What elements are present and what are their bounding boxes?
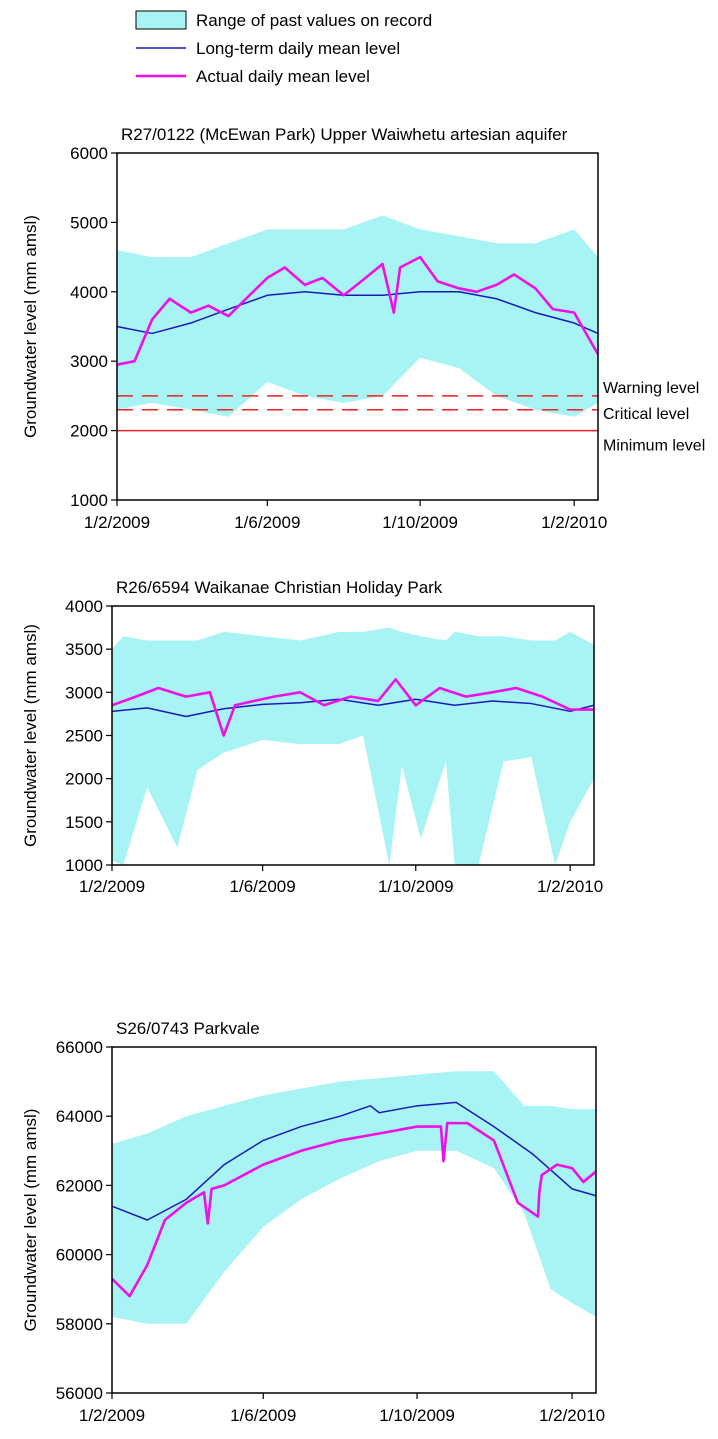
y-tick-label: 66000 <box>56 1038 103 1057</box>
chart-waikanae: R26/6594 Waikanae Christian Holiday Park… <box>21 578 603 896</box>
x-tick-label: 1/2/2010 <box>539 1406 605 1425</box>
x-tick-label: 1/6/2009 <box>230 877 296 896</box>
x-tick-label: 1/10/2009 <box>378 877 454 896</box>
y-tick-label: 6000 <box>70 144 108 163</box>
legend-label: Actual daily mean level <box>196 67 370 86</box>
x-tick-label: 1/2/2010 <box>537 877 603 896</box>
range-band <box>117 215 598 417</box>
legend-label: Range of past values on record <box>196 11 432 30</box>
y-tick-label: 5000 <box>70 213 108 232</box>
y-axis-label: Groundwater level (mm amsl) <box>21 215 40 438</box>
legend-label: Long-term daily mean level <box>196 39 400 58</box>
reference-line-label: Critical level <box>603 406 689 423</box>
legend-swatch-range <box>135 10 187 30</box>
x-tick-label: 1/2/2009 <box>84 513 150 532</box>
x-tick-label: 1/2/2009 <box>79 1406 145 1425</box>
y-tick-label: 60000 <box>56 1246 103 1265</box>
y-tick-label: 2500 <box>65 727 103 746</box>
y-tick-label: 3000 <box>65 683 103 702</box>
series-long-term-mean <box>111 1101 597 1221</box>
y-tick-label: 3000 <box>70 352 108 371</box>
range-band <box>112 627 594 865</box>
reference-line-label: Warning level <box>603 380 699 397</box>
chart-parkvale: S26/0743 Parkvale Groundwater level (mm a… <box>21 1019 605 1425</box>
y-tick-label: 3500 <box>65 640 103 659</box>
y-tick-label: 1000 <box>65 856 103 875</box>
series-long-term-mean <box>111 698 595 718</box>
y-axis-label: Groundwater level (mm amsl) <box>21 1109 40 1332</box>
x-tick-label: 1/10/2009 <box>382 513 458 532</box>
x-tick-label: 1/2/2009 <box>79 877 145 896</box>
series-long-term-mean <box>116 291 599 335</box>
series-actual-mean <box>111 678 594 737</box>
y-tick-label: 62000 <box>56 1176 103 1195</box>
legend: Range of past values on record Long-term … <box>135 10 432 86</box>
y-tick-label: 64000 <box>56 1107 103 1126</box>
y-tick-label: 1500 <box>65 813 103 832</box>
y-tick-label: 1000 <box>70 491 108 510</box>
chart-mcewan-park: R27/0122 (McEwan Park) Upper Waiwhetu ar… <box>21 125 705 532</box>
x-tick-label: 1/2/2010 <box>541 513 607 532</box>
chart-title: S26/0743 Parkvale <box>116 1019 260 1038</box>
y-tick-label: 4000 <box>65 597 103 616</box>
y-tick-label: 4000 <box>70 283 108 302</box>
range-band <box>112 1071 596 1324</box>
chart-title: R27/0122 (McEwan Park) Upper Waiwhetu ar… <box>121 125 568 144</box>
reference-line-label: Minimum level <box>603 438 705 455</box>
x-tick-label: 1/10/2009 <box>379 1406 455 1425</box>
y-tick-label: 56000 <box>56 1384 103 1403</box>
x-tick-label: 1/6/2009 <box>230 1406 296 1425</box>
chart-title: R26/6594 Waikanae Christian Holiday Park <box>116 578 443 597</box>
y-tick-label: 2000 <box>65 770 103 789</box>
plot-area <box>116 152 599 501</box>
y-axis-label: Groundwater level (mm amsl) <box>21 624 40 847</box>
series-actual-mean <box>111 1121 597 1298</box>
y-tick-label: 2000 <box>70 422 108 441</box>
x-tick-label: 1/6/2009 <box>234 513 300 532</box>
series-actual-mean <box>116 255 600 366</box>
plot-area <box>111 1046 597 1394</box>
y-tick-label: 58000 <box>56 1315 103 1334</box>
